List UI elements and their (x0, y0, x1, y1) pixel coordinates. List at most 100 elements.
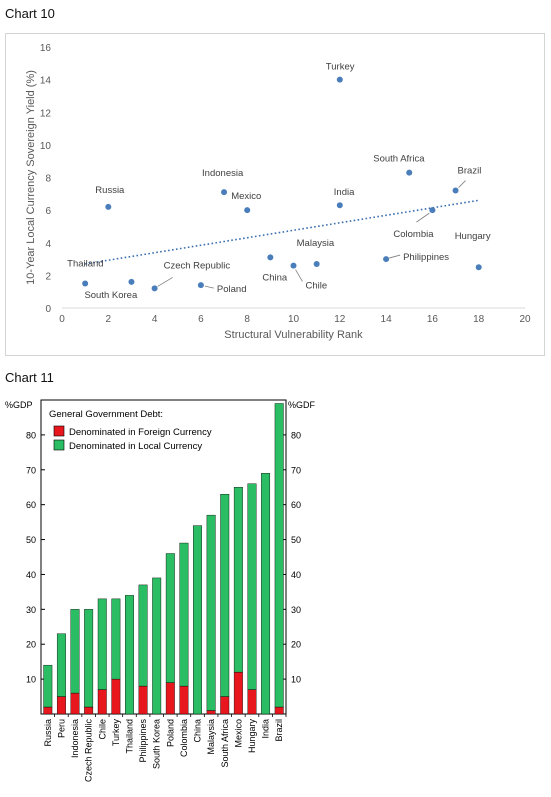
bar-local-currency (70, 609, 80, 694)
category-label: Brazil (274, 719, 284, 742)
label-leader-line (157, 277, 173, 287)
category-label: Poland (165, 719, 175, 747)
bar-local-currency (193, 525, 202, 715)
point-label: Hungary (455, 231, 491, 242)
category-label: Philippines (138, 719, 148, 763)
bar-local-currency (56, 633, 66, 697)
x-tick-label: 18 (473, 314, 485, 325)
y-tick-label: 6 (45, 206, 51, 217)
bar-local-currency (111, 598, 121, 680)
scatter-point (290, 262, 297, 269)
y-tick-label-left: 80 (26, 430, 36, 440)
bar-foreign-currency (206, 710, 216, 715)
bar-local-currency (84, 609, 94, 708)
point-label: Philippines (403, 252, 449, 263)
y-tick-label-left: 70 (26, 465, 36, 475)
legend-label: Denominated in Foreign Currency (69, 427, 212, 438)
point-label: Czech Republic (164, 260, 231, 271)
category-label: Peru (56, 719, 66, 738)
y-tick-label: 8 (45, 174, 51, 185)
bar-local-currency (261, 473, 271, 715)
point-label: Indonesia (202, 168, 244, 179)
x-tick-label: 12 (334, 314, 346, 325)
scatter-point (151, 285, 158, 292)
category-label: South Korea (152, 719, 162, 769)
x-tick-label: 14 (381, 314, 393, 325)
category-label: Czech Republic (84, 719, 94, 783)
point-label: Mexico (231, 191, 261, 202)
bar-local-currency (274, 403, 284, 708)
category-label: Turkey (111, 719, 121, 747)
point-label: India (334, 187, 355, 198)
category-label: India (261, 719, 271, 739)
bar-foreign-currency (97, 689, 107, 715)
bar-foreign-currency (84, 706, 94, 715)
y-tick-label: 4 (45, 239, 51, 250)
trendline (85, 199, 479, 265)
y-axis-unit-right: %GDF (288, 400, 316, 410)
legend-label: Denominated in Local Currency (69, 441, 202, 452)
category-label: Chile (97, 719, 107, 740)
y-tick-label-left: 20 (26, 640, 36, 650)
point-label: Colombia (393, 229, 434, 240)
label-leader-line (458, 180, 466, 188)
category-label: Mexico (233, 719, 243, 748)
x-tick-label: 20 (519, 314, 531, 325)
point-label: Poland (217, 284, 247, 295)
y-tick-label: 2 (45, 271, 51, 282)
category-label: Malaysia (206, 719, 216, 755)
y-tick-label-right: 20 (291, 640, 301, 650)
label-leader-line (204, 285, 214, 289)
y-tick-label-right: 50 (291, 535, 301, 545)
bar-local-currency (43, 664, 53, 708)
y-tick-label: 16 (40, 43, 52, 54)
bar-foreign-currency (70, 692, 80, 715)
bar-foreign-currency (111, 678, 121, 715)
category-label: Colombia (179, 719, 189, 757)
bar-local-currency (165, 553, 175, 683)
y-tick-label-right: 30 (291, 605, 301, 615)
y-tick-label-left: 40 (26, 570, 36, 580)
chart-10-scatter: 0 2 4 6 8 10 12 14 16 18 20 0 2 4 6 8 10 12 14 16 Structural… (25, 43, 531, 341)
bar-local-currency (179, 542, 189, 687)
bar-foreign-currency (138, 685, 148, 715)
chart-11-caption: Chart 11 (5, 370, 54, 385)
x-tick-label: 4 (152, 314, 158, 325)
point-label: South Africa (373, 154, 425, 165)
y-tick-label-right: 60 (291, 500, 301, 510)
y-tick-label: 12 (40, 108, 52, 119)
y-tick-label: 10 (40, 141, 52, 152)
bar-local-currency (220, 494, 230, 697)
category-label: Indonesia (70, 719, 80, 758)
bar-foreign-currency (274, 706, 284, 715)
bar-foreign-currency (220, 696, 230, 715)
scatter-point (383, 256, 390, 263)
label-leader-line (388, 254, 401, 259)
y-tick-label-left: 10 (26, 675, 36, 685)
y-axis-title: 10-Year Local Currency Sovereign Yield (… (25, 70, 37, 285)
point-label: South Korea (84, 290, 138, 301)
scatter-point (406, 169, 413, 176)
chart-10-caption: Chart 10 (5, 6, 55, 21)
bar-local-currency (247, 483, 257, 690)
scatter-point (267, 254, 274, 261)
scatter-point (336, 202, 343, 209)
bar-local-currency (97, 598, 107, 690)
scatter-point (313, 260, 320, 267)
legend-swatch (53, 439, 65, 451)
bar-local-currency (152, 577, 162, 715)
x-tick-label: 6 (198, 314, 204, 325)
legend-swatch (53, 425, 65, 437)
bar-local-currency (125, 595, 134, 715)
scatter-point (128, 278, 135, 285)
y-tick-label-right: 40 (291, 570, 301, 580)
y-tick-label-left: 60 (26, 500, 36, 510)
point-label: Chile (306, 281, 328, 292)
bar-foreign-currency (247, 689, 257, 715)
category-label: Russia (43, 719, 53, 747)
scatter-point (452, 187, 459, 194)
y-tick-label: 14 (40, 76, 52, 87)
scatter-point (105, 203, 112, 210)
bar-local-currency (138, 584, 148, 687)
